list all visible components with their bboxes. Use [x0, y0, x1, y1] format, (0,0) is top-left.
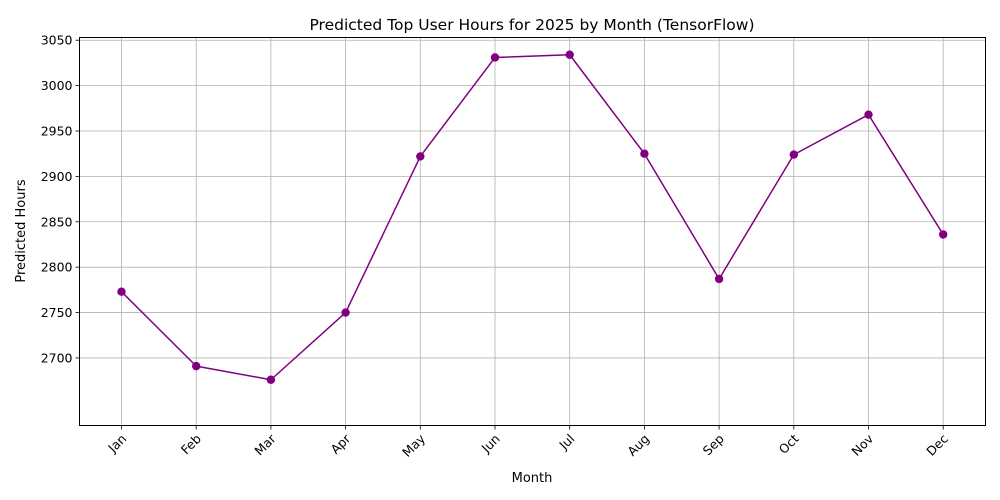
- data-point-marker: [565, 50, 574, 59]
- data-point-marker: [192, 361, 201, 371]
- series-line: [120, 53, 944, 381]
- y-tick-label: 2900: [41, 169, 73, 184]
- data-point-marker: [864, 110, 873, 119]
- y-tick-label: 2700: [41, 350, 73, 365]
- data-point-marker: [266, 375, 276, 384]
- data-point-marker: [341, 308, 350, 317]
- data-point-marker: [939, 230, 948, 239]
- y-tick-label: 3000: [41, 78, 73, 93]
- y-tick-label: 3050: [41, 33, 73, 48]
- y-axis-label: Predicted Hours: [14, 179, 29, 282]
- chart-title: Predicted Top User Hours for 2025 by Mon…: [309, 16, 754, 34]
- data-point-marker: [714, 274, 724, 284]
- data-point-marker: [789, 150, 798, 159]
- grid-lines: [79, 37, 986, 426]
- plot-frame: [79, 37, 986, 426]
- y-tick-label: 2950: [41, 124, 73, 139]
- data-series: [117, 50, 948, 384]
- y-tick-label: 2850: [41, 214, 73, 229]
- data-point-marker: [490, 53, 500, 62]
- x-axis-label: Month: [512, 471, 553, 486]
- y-tick-label: 2800: [41, 260, 73, 275]
- data-point-marker: [416, 152, 425, 161]
- data-point-marker: [640, 149, 649, 158]
- y-tick-label: 2750: [41, 305, 73, 320]
- data-point-marker: [117, 287, 126, 296]
